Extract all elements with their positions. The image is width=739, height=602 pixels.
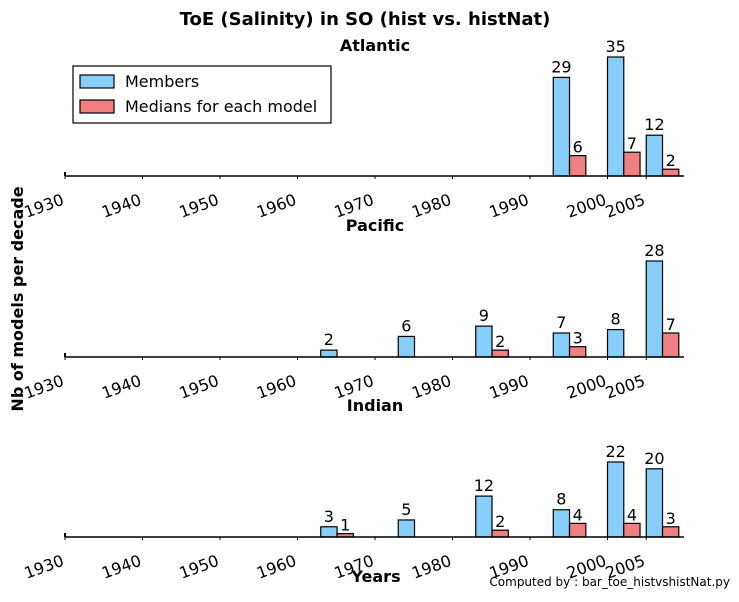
panel-title: Atlantic xyxy=(340,36,410,55)
bar-medians xyxy=(568,155,587,177)
bar-medians xyxy=(568,346,587,358)
x-tick-label: 1990 xyxy=(487,190,532,222)
x-tick-label: 1930 xyxy=(22,551,67,583)
y-axis-label: Nb of models per decade xyxy=(8,186,27,411)
bar-members xyxy=(397,335,416,358)
bar-members xyxy=(552,332,571,358)
legend-swatch-members xyxy=(79,74,115,89)
bar-members xyxy=(475,495,493,538)
data-label-members: 9 xyxy=(479,306,489,325)
bar-members xyxy=(320,526,338,538)
data-label-members: 3 xyxy=(324,507,334,526)
bar-members xyxy=(606,56,625,177)
bar-medians xyxy=(568,522,587,538)
x-tick-label: 1960 xyxy=(254,190,299,222)
data-label-members: 8 xyxy=(611,310,621,329)
figure-title: ToE (Salinity) in SO (hist vs. histNat) xyxy=(180,9,551,30)
data-label-members: 20 xyxy=(644,449,664,468)
data-label-medians: 2 xyxy=(495,332,505,351)
legend: Members Medians for each model xyxy=(72,65,332,124)
x-tick-label: 1940 xyxy=(99,371,144,403)
x-tick-label: 1980 xyxy=(409,190,454,222)
data-label-members: 5 xyxy=(401,500,411,519)
legend-label-members: Members xyxy=(125,72,199,91)
x-tick-label: 1940 xyxy=(99,190,144,222)
x-tick-label: 1950 xyxy=(177,190,222,222)
data-label-members: 29 xyxy=(551,57,571,76)
data-label-members: 7 xyxy=(556,313,566,332)
data-label-members: 22 xyxy=(605,442,625,461)
bar-medians xyxy=(661,168,680,177)
data-label-members: 2 xyxy=(324,330,334,349)
x-tick-label: 2005 xyxy=(603,371,648,403)
x-tick-label: 1960 xyxy=(254,551,299,583)
bar-medians xyxy=(491,529,509,538)
data-label-members: 28 xyxy=(644,241,664,260)
bar-members xyxy=(552,509,571,538)
bar-members xyxy=(645,134,664,177)
data-label-medians: 1 xyxy=(340,516,350,535)
x-tick-label: 1960 xyxy=(254,371,299,403)
bar-members xyxy=(552,76,571,177)
panel-title: Pacific xyxy=(346,216,404,235)
x-tick-label: 2000 xyxy=(564,190,609,222)
legend-label-medians: Medians for each model xyxy=(125,97,317,116)
data-label-medians: 3 xyxy=(573,329,583,348)
bar-medians xyxy=(661,332,680,358)
data-label-medians: 6 xyxy=(573,138,583,157)
x-tick-label: 1940 xyxy=(99,551,144,583)
footnote: Computed by : bar_toe_histvshistNat.py xyxy=(489,575,730,589)
data-label-members: 35 xyxy=(605,37,625,56)
x-tick-label: 1950 xyxy=(177,551,222,583)
legend-swatch-medians xyxy=(79,99,115,114)
bar-medians xyxy=(623,522,641,538)
x-tick-label: 1950 xyxy=(177,371,222,403)
data-label-medians: 4 xyxy=(627,505,637,524)
data-label-members: 6 xyxy=(401,316,411,335)
bar-members xyxy=(320,349,338,358)
bar-medians xyxy=(491,349,509,358)
x-tick-label: 1930 xyxy=(22,371,67,403)
bar-members xyxy=(645,260,664,358)
x-tick-label: 1980 xyxy=(409,371,454,403)
x-axis-label: Years xyxy=(350,567,400,586)
bar-medians xyxy=(623,151,641,177)
data-label-members: 12 xyxy=(644,115,664,134)
x-tick-label: 1930 xyxy=(22,190,67,222)
data-label-medians: 2 xyxy=(495,512,505,531)
data-label-medians: 7 xyxy=(627,134,637,153)
x-tick-label: 2005 xyxy=(603,190,648,222)
x-tick-label: 1990 xyxy=(487,371,532,403)
x-tick-label: 2000 xyxy=(564,371,609,403)
data-label-medians: 7 xyxy=(666,315,676,334)
legend-frame xyxy=(72,65,332,124)
bar-members xyxy=(645,468,664,538)
data-label-medians: 3 xyxy=(666,509,676,528)
data-label-medians: 2 xyxy=(666,151,676,170)
bar-members xyxy=(475,325,493,358)
bar-medians xyxy=(661,526,680,538)
data-label-members: 12 xyxy=(474,476,494,495)
data-label-members: 8 xyxy=(556,490,566,509)
bar-members xyxy=(606,328,625,358)
data-label-medians: 4 xyxy=(573,505,583,524)
panel-title: Indian xyxy=(347,396,403,415)
x-tick-label: 1980 xyxy=(409,551,454,583)
bar-members xyxy=(397,519,416,538)
bar-members xyxy=(606,461,625,538)
